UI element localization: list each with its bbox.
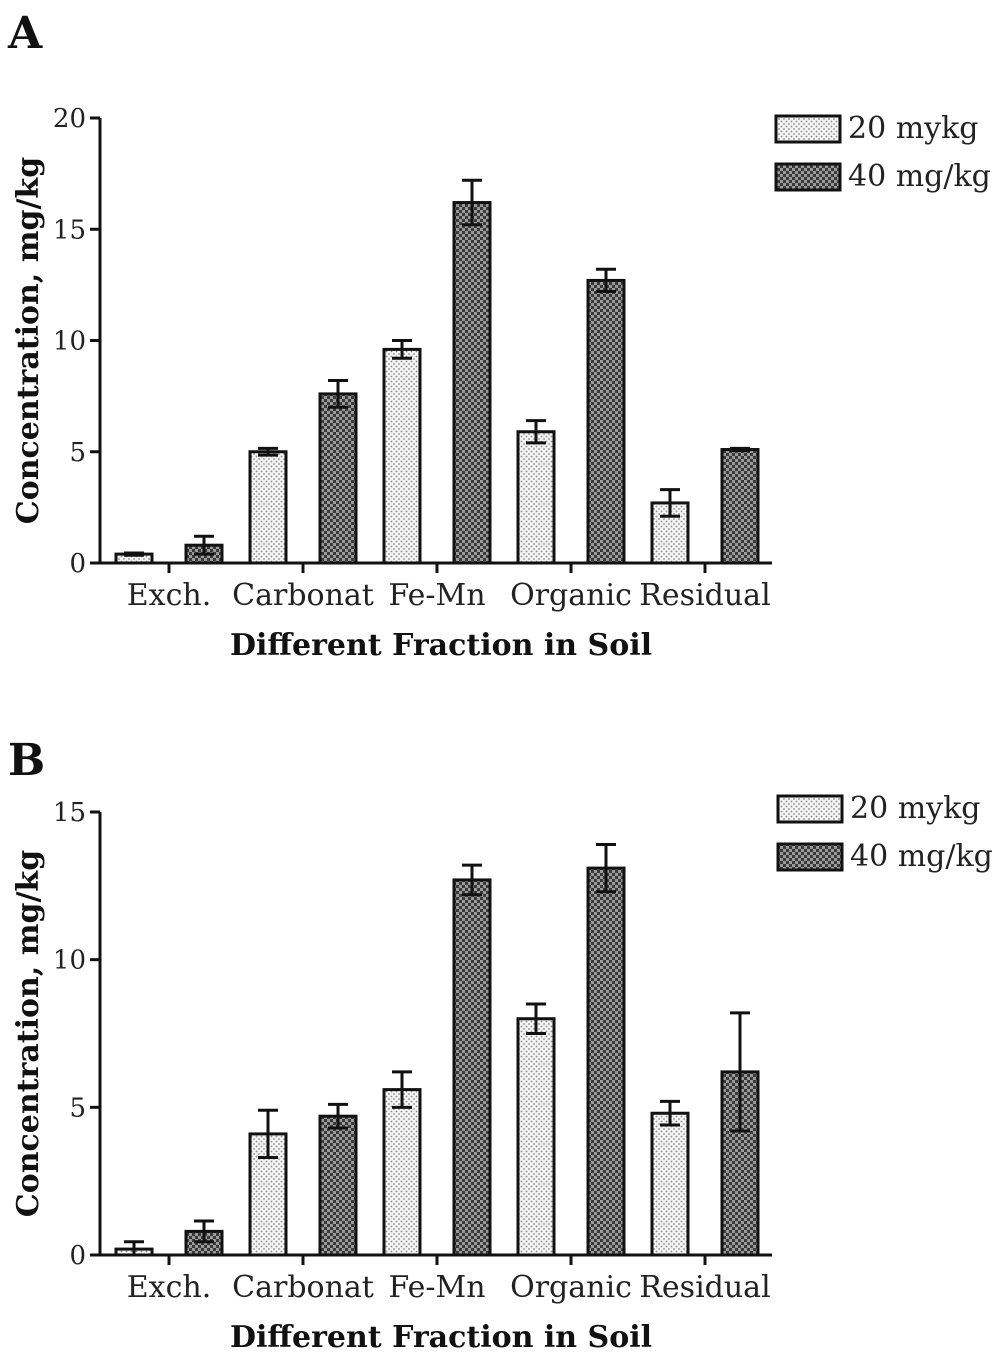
panel-label: B [8, 735, 45, 786]
error-bar [730, 1011, 750, 1133]
x-tick-label: Organic [510, 578, 632, 613]
legend-label-2: 40 mg/kg [850, 839, 993, 874]
y-tick-label: 0 [69, 1241, 86, 1271]
legend-swatch-2 [774, 162, 842, 192]
error-bar [392, 1070, 412, 1109]
legend: 20 mykg 40 mg/kg [776, 791, 993, 874]
x-tick-label: Carbonat [232, 578, 374, 613]
error-bar [328, 1102, 348, 1130]
x-axis-title: Different Fraction in Soil [230, 628, 652, 663]
legend-swatch-2 [776, 842, 844, 872]
x-tick-label: Exch. [127, 1270, 211, 1305]
error-bar [730, 446, 750, 453]
error-bar [392, 339, 412, 360]
error-bar [124, 1240, 144, 1257]
bar-series-2 [586, 866, 626, 1257]
error-bar [258, 1108, 278, 1160]
y-tick-label: 0 [69, 549, 86, 579]
y-tick-label: 15 [53, 798, 86, 828]
legend: 20 mykg 40 mg/kg [774, 111, 991, 194]
bar-series-2 [318, 392, 358, 565]
x-tick-label: Exch. [127, 578, 211, 613]
bar-series-2 [720, 448, 760, 565]
error-bar [596, 842, 616, 894]
bar-series-1 [516, 1017, 556, 1257]
legend-swatch-1 [776, 794, 844, 824]
bar-series-2 [452, 201, 492, 565]
error-bar [526, 419, 546, 445]
x-tick-label: Residual [639, 578, 770, 613]
x-tick-label: Fe-Mn [388, 1270, 485, 1305]
error-bar [660, 1099, 680, 1127]
x-axis-title: Different Fraction in Soil [230, 1320, 652, 1355]
chart-panel-b: B 0 5 10 15 Exch. Carbonat Fe-Mn Organic Residual… [8, 735, 993, 1355]
error-bar [328, 379, 348, 409]
error-bar [596, 267, 616, 294]
bar-series-2 [318, 1114, 358, 1257]
y-tick-label: 15 [53, 215, 86, 245]
x-tick-label: Residual [639, 1270, 770, 1305]
y-tick-label: 5 [69, 438, 86, 468]
bar-series-1 [650, 1111, 690, 1257]
panel-label: A [7, 8, 43, 59]
error-bar [462, 178, 482, 227]
error-bar [194, 1219, 214, 1244]
x-tick-label: Organic [510, 1270, 632, 1305]
error-bar [660, 488, 680, 518]
y-tick-label: 20 [53, 104, 86, 134]
bar-series-1 [248, 450, 288, 565]
legend-swatch-1 [774, 114, 842, 144]
error-bar [194, 534, 214, 556]
error-bar [258, 446, 278, 457]
x-tick-label: Fe-Mn [388, 578, 485, 613]
bar-series-1 [516, 430, 556, 565]
error-bar [124, 551, 144, 557]
y-axis-title: Concentration, mg/kg [11, 157, 46, 524]
bar-series-1 [382, 347, 422, 565]
chart-panel-a: A 0 5 10 15 20 Exch. Carbonat Fe-Mn Organic Residu… [7, 8, 991, 663]
error-bar [462, 863, 482, 897]
legend-label-1: 20 mykg [848, 111, 979, 146]
y-tick-label: 10 [53, 946, 86, 976]
bar-series-2 [452, 878, 492, 1257]
x-tick-label: Carbonat [232, 1270, 374, 1305]
y-tick-label: 5 [69, 1093, 86, 1123]
bar-series-2 [586, 278, 626, 565]
legend-label-1: 20 mykg [850, 791, 981, 826]
legend-label-2: 40 mg/kg [848, 159, 991, 194]
y-tick-label: 10 [53, 327, 86, 357]
bar-series-1 [382, 1088, 422, 1257]
y-axis-title: Concentration, mg/kg [11, 850, 46, 1217]
error-bar [526, 1002, 546, 1035]
